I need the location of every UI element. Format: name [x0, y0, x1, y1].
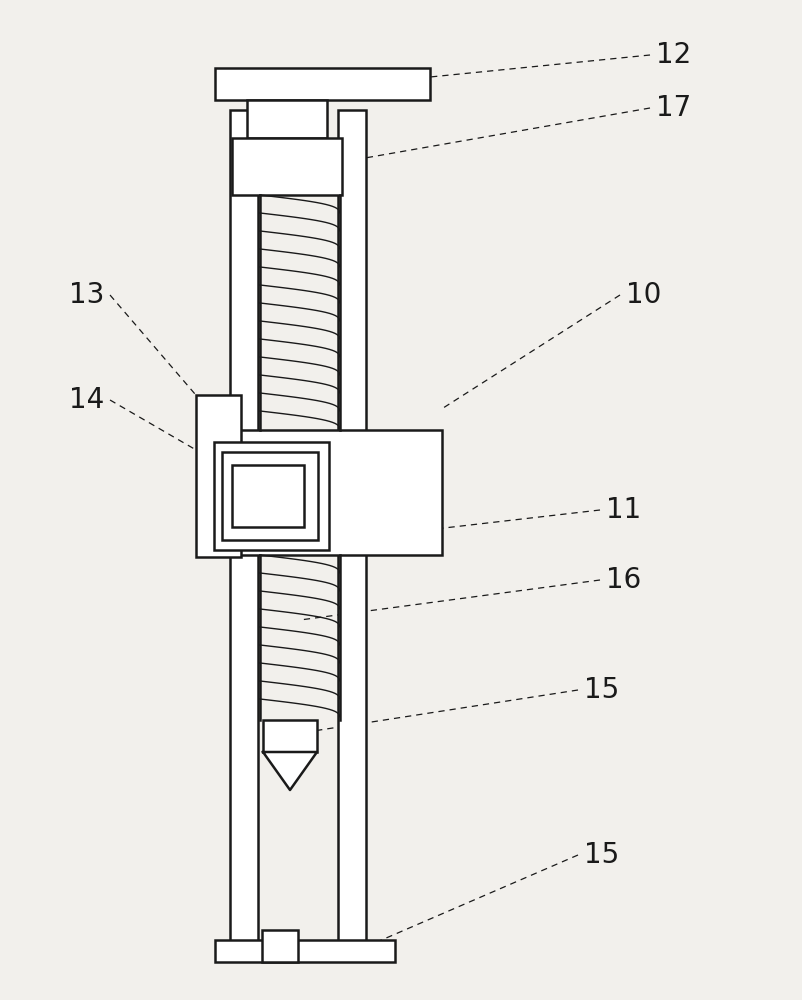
Bar — [215, 940, 395, 962]
Bar — [196, 395, 241, 557]
Text: 12: 12 — [656, 41, 691, 69]
Polygon shape — [263, 752, 317, 790]
Bar — [247, 100, 327, 138]
Text: 15: 15 — [584, 676, 619, 704]
Bar — [338, 110, 366, 960]
Text: 10: 10 — [626, 281, 662, 309]
Bar — [263, 720, 317, 752]
Bar — [212, 430, 442, 555]
Text: 14: 14 — [69, 386, 104, 414]
Text: 13: 13 — [69, 281, 104, 309]
Text: 15: 15 — [584, 841, 619, 869]
Bar — [222, 452, 318, 540]
Text: 17: 17 — [656, 94, 691, 122]
Text: 16: 16 — [606, 566, 642, 594]
Bar — [232, 138, 342, 195]
Text: 11: 11 — [606, 496, 642, 524]
Bar — [214, 442, 329, 550]
Bar — [215, 68, 430, 100]
Bar — [230, 110, 258, 960]
Bar — [232, 465, 304, 527]
Bar — [262, 930, 298, 962]
